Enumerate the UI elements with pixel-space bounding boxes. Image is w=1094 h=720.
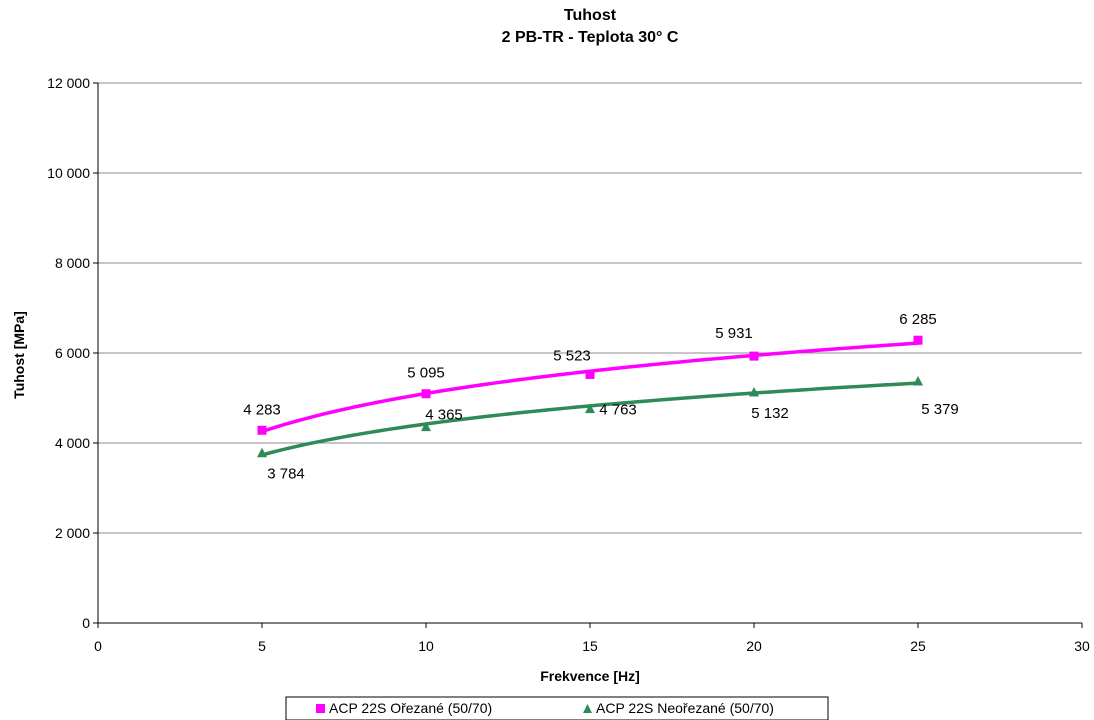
- y-tick-label: 10 000: [47, 165, 90, 181]
- data-label: 5 095: [407, 365, 445, 382]
- data-label: 5 379: [921, 401, 959, 418]
- data-point-triangle: [421, 421, 431, 432]
- y-tick-label: 0: [82, 615, 90, 631]
- x-tick-label: 10: [418, 638, 434, 654]
- x-tick-label: 25: [910, 638, 926, 654]
- data-label: 4 365: [425, 407, 463, 424]
- x-tick-label: 20: [746, 638, 762, 654]
- data-label: 5 523: [553, 347, 591, 364]
- data-label: 5 931: [715, 325, 753, 342]
- x-axis-title: Frekvence [Hz]: [540, 668, 640, 684]
- data-point-triangle: [749, 387, 759, 397]
- grid-layer: [98, 82, 1082, 534]
- data-label: 4 763: [599, 402, 637, 419]
- chart-subtitle: 2 PB-TR - Teplota 30° C: [502, 29, 679, 46]
- legend-marker-square: [316, 704, 325, 713]
- y-tick-label: 6 000: [55, 345, 90, 361]
- label-layer: 4 283 5 095 5 523 5 931 6 285 3 784 4 365 4 763…: [243, 311, 959, 483]
- data-point-triangle: [257, 447, 267, 458]
- data-point-triangle: [585, 403, 595, 414]
- marker-layer: [257, 335, 923, 458]
- legend-label-series-2: ACP 22S Neořezané (50/70): [596, 700, 774, 716]
- data-point-square: [421, 389, 431, 399]
- x-tick-label: 15: [582, 638, 598, 654]
- data-point-square: [257, 425, 267, 435]
- x-tick-label: 0: [94, 638, 102, 654]
- trendline-series-2: [260, 381, 920, 457]
- x-tick-label: 5: [258, 638, 266, 654]
- y-tick-label: 8 000: [55, 255, 90, 271]
- chart-title: Tuhost: [564, 7, 617, 24]
- legend-label-series-1: ACP 22S Ořezané (50/70): [329, 700, 492, 716]
- data-label: 3 784: [267, 466, 305, 483]
- y-tick-label: 4 000: [55, 435, 90, 451]
- y-tick-label: 12 000: [47, 75, 90, 91]
- y-axis-title: Tuhost [MPa]: [11, 311, 27, 399]
- data-label: 6 285: [899, 311, 937, 328]
- data-label: 4 283: [243, 401, 281, 418]
- legend-marker-triangle: [583, 704, 592, 713]
- x-tick-label: 30: [1074, 638, 1090, 654]
- data-point-square: [749, 351, 759, 361]
- data-point-square: [585, 369, 595, 379]
- legend-box: [285, 696, 829, 720]
- data-point-square: [913, 335, 923, 345]
- y-tick-label: 2 000: [55, 525, 90, 541]
- legend: ACP 22S Ořezané (50/70) ACP 22S Neořezan…: [285, 696, 829, 720]
- axis-layer: 0 2 000 4 000 6 000 8 000 10 000 12 000 0 5 10 15 2…: [47, 75, 1090, 654]
- data-label: 5 132: [751, 405, 789, 422]
- data-point-triangle: [913, 375, 923, 386]
